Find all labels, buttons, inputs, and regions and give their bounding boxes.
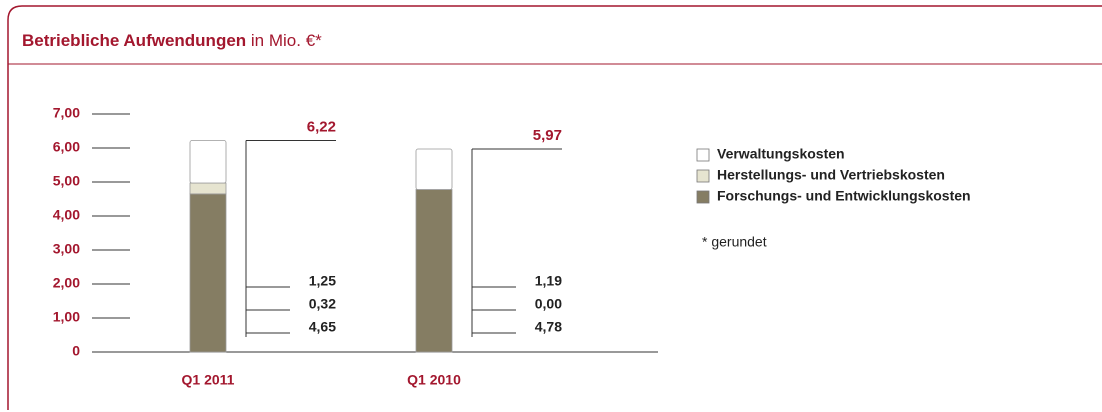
value-label: 4,78 [535, 319, 562, 335]
value-label: 0,00 [535, 296, 562, 312]
y-tick-label: 4,00 [53, 207, 80, 223]
y-tick-label: 0 [72, 343, 80, 359]
y-tick-label: 5,00 [53, 173, 80, 189]
value-label: 0,32 [309, 296, 336, 312]
bar-segment [189, 182, 227, 195]
bar-segment [189, 140, 227, 184]
frame [7, 5, 1102, 410]
legend-swatch [696, 169, 710, 183]
title: Betriebliche Aufwendungen [22, 31, 246, 50]
y-tick-label: 6,00 [53, 139, 80, 155]
total-label: 5,97 [533, 127, 562, 144]
footnote: * gerundet [702, 234, 767, 250]
bar-segment [189, 193, 227, 353]
chart-title: Betriebliche Aufwendungen in Mio. €* [22, 31, 322, 50]
y-tick-label: 7,00 [53, 105, 80, 121]
x-tick-label: Q1 2010 [407, 372, 461, 388]
legend-label: Forschungs- und Entwicklungskosten [717, 188, 971, 204]
subtitle: in Mio. €* [251, 31, 322, 50]
y-tick-label: 2,00 [53, 275, 80, 291]
value-label: 1,25 [309, 273, 336, 289]
y-tick-label: 3,00 [53, 241, 80, 257]
legend-label: Herstellungs- und Vertriebskosten [717, 167, 945, 183]
legend-swatch [696, 148, 710, 162]
value-label: 4,65 [309, 319, 336, 335]
total-label: 6,22 [307, 118, 336, 135]
legend-label: Verwaltungskosten [717, 146, 845, 162]
bar-segment [415, 148, 453, 190]
legend-swatch [696, 190, 710, 204]
value-label: 1,19 [535, 273, 562, 289]
bar-segment [415, 189, 453, 353]
y-tick-label: 1,00 [53, 309, 80, 325]
x-tick-label: Q1 2011 [182, 372, 235, 388]
